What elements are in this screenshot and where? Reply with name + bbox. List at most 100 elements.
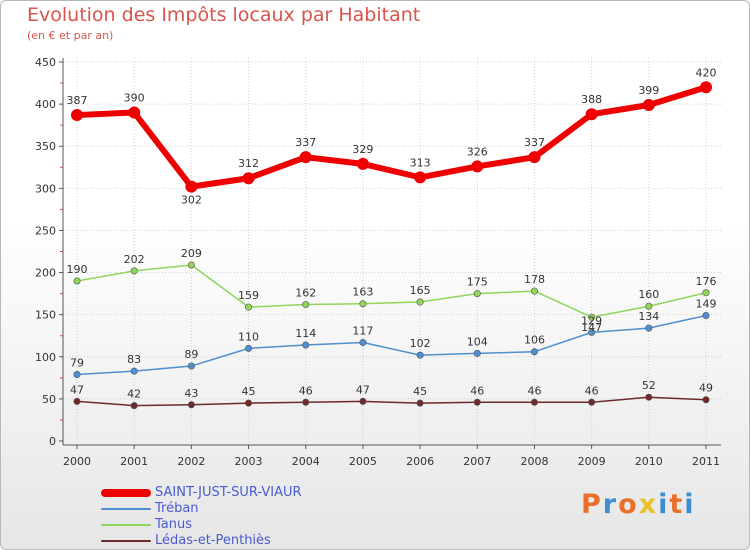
data-label: 83 xyxy=(127,353,141,366)
data-label: 110 xyxy=(238,330,259,343)
y-tick-label: 200 xyxy=(35,267,56,280)
data-label: 337 xyxy=(295,136,316,149)
x-tick-label: 2003 xyxy=(235,455,263,468)
x-tick-label: 2005 xyxy=(349,455,377,468)
data-label: 302 xyxy=(181,194,202,207)
data-point xyxy=(130,402,138,410)
data-point xyxy=(416,351,424,359)
data-point xyxy=(528,151,541,164)
y-tick-label: 350 xyxy=(35,140,56,153)
y-tick-label: 250 xyxy=(35,224,56,237)
y-tick-label: 400 xyxy=(35,98,56,111)
logo-letter: r xyxy=(602,489,619,520)
data-point xyxy=(187,261,195,269)
y-tick-label: 150 xyxy=(35,309,56,322)
x-tick-label: 2002 xyxy=(177,455,205,468)
data-point xyxy=(588,328,596,336)
series-line-2 xyxy=(76,264,707,318)
x-tick-label: 2004 xyxy=(292,455,320,468)
data-label: 162 xyxy=(295,287,316,300)
data-label: 202 xyxy=(124,253,145,266)
data-label: 129 xyxy=(581,314,602,327)
legend-label: Tanus xyxy=(155,517,193,532)
logo-letter: P xyxy=(581,489,603,520)
data-point xyxy=(245,303,253,311)
x-tick-label: 2011 xyxy=(692,455,720,468)
data-point xyxy=(71,109,83,122)
data-point xyxy=(700,81,712,94)
legend-swatch xyxy=(101,524,151,526)
data-point xyxy=(187,401,195,409)
data-point xyxy=(185,180,198,193)
logo-letter: i xyxy=(684,489,696,520)
chart-title: Evolution des Impôts locaux par Habitant xyxy=(27,4,421,26)
data-point xyxy=(473,290,481,298)
data-label: 46 xyxy=(585,384,599,397)
data-point xyxy=(187,362,195,370)
data-point xyxy=(302,341,310,349)
data-point xyxy=(416,298,424,306)
data-point xyxy=(416,399,424,407)
data-point xyxy=(359,397,367,405)
data-point xyxy=(530,348,538,356)
data-label: 312 xyxy=(238,157,259,170)
data-label: 104 xyxy=(467,335,488,348)
data-point xyxy=(302,301,310,309)
data-label: 49 xyxy=(699,382,713,395)
data-point xyxy=(645,324,653,332)
data-label: 46 xyxy=(299,384,313,397)
data-point xyxy=(130,367,138,375)
x-tick-label: 2009 xyxy=(578,455,606,468)
proxiti-logo: Proxiti xyxy=(581,489,696,520)
data-label: 89 xyxy=(184,348,198,361)
data-label: 47 xyxy=(70,383,84,396)
data-point xyxy=(359,300,367,308)
data-point xyxy=(242,172,255,185)
data-point xyxy=(356,157,369,170)
legend-swatch xyxy=(101,508,151,510)
y-tick-label: 450 xyxy=(35,56,56,69)
data-point xyxy=(128,106,141,119)
series-line-3 xyxy=(76,396,707,407)
x-tick-label: 2010 xyxy=(635,455,663,468)
data-label: 399 xyxy=(638,84,659,97)
data-point xyxy=(130,267,138,275)
data-label: 176 xyxy=(696,275,717,288)
data-point xyxy=(299,151,312,164)
data-point xyxy=(702,312,710,320)
data-label: 106 xyxy=(524,334,545,347)
logo-letter: x xyxy=(638,489,659,520)
data-label: 46 xyxy=(527,384,541,397)
data-point xyxy=(585,108,598,121)
data-label: 149 xyxy=(696,298,717,311)
data-label: 390 xyxy=(124,92,145,105)
data-label: 102 xyxy=(410,337,431,350)
data-label: 147 xyxy=(581,321,602,334)
data-point xyxy=(302,398,310,406)
data-point xyxy=(645,302,653,310)
data-label: 160 xyxy=(638,288,659,301)
legend-label: Tréban xyxy=(155,501,199,516)
chart-subtitle: (en € et par an) xyxy=(27,29,114,42)
data-point xyxy=(702,289,710,297)
series-line-0 xyxy=(76,84,707,190)
y-tick-label: 100 xyxy=(35,351,56,364)
data-label: 337 xyxy=(524,136,545,149)
data-label: 47 xyxy=(356,383,370,396)
data-label: 420 xyxy=(696,66,717,79)
data-label: 45 xyxy=(242,385,256,398)
data-label: 45 xyxy=(413,385,427,398)
x-tick-label: 2000 xyxy=(63,455,91,468)
legend-swatch xyxy=(101,540,151,542)
logo-letter: t xyxy=(669,489,685,520)
data-label: 114 xyxy=(295,327,316,340)
data-point xyxy=(245,344,253,352)
data-label: 163 xyxy=(352,286,373,299)
data-label: 46 xyxy=(470,384,484,397)
data-label: 159 xyxy=(238,289,259,302)
data-label: 209 xyxy=(181,247,202,260)
data-label: 313 xyxy=(410,156,431,169)
data-label: 165 xyxy=(410,284,431,297)
x-tick-label: 2001 xyxy=(120,455,148,468)
data-label: 134 xyxy=(638,310,659,323)
